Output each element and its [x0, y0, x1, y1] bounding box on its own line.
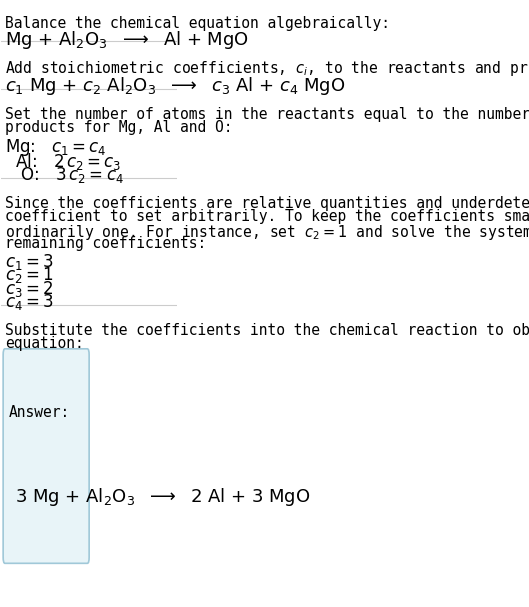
Text: remaining coefficients:: remaining coefficients:: [5, 236, 206, 251]
Text: $c_1 = 3$: $c_1 = 3$: [5, 252, 53, 272]
Text: equation:: equation:: [5, 336, 84, 351]
FancyBboxPatch shape: [3, 349, 89, 563]
Text: O:   $3\,c_2 = c_4$: O: $3\,c_2 = c_4$: [5, 165, 124, 185]
Text: coefficient to set arbitrarily. To keep the coefficients small, the arbitrary va: coefficient to set arbitrarily. To keep …: [5, 209, 529, 224]
Text: Mg + Al$_2$O$_3$  $\longrightarrow$  Al + MgO: Mg + Al$_2$O$_3$ $\longrightarrow$ Al + …: [5, 29, 249, 50]
Text: products for Mg, Al and O:: products for Mg, Al and O:: [5, 120, 232, 135]
Text: Since the coefficients are relative quantities and underdetermined, choose a: Since the coefficients are relative quan…: [5, 196, 529, 211]
Text: Mg:   $c_1 = c_4$: Mg: $c_1 = c_4$: [5, 137, 106, 158]
Text: ordinarily one. For instance, set $c_2 = 1$ and solve the system of equations fo: ordinarily one. For instance, set $c_2 =…: [5, 223, 529, 242]
Text: $c_3 = 2$: $c_3 = 2$: [5, 279, 53, 299]
Text: 3 Mg + Al$_2$O$_3$  $\longrightarrow$  2 Al + 3 MgO: 3 Mg + Al$_2$O$_3$ $\longrightarrow$ 2 A…: [15, 486, 311, 509]
Text: $c_1$ Mg + $c_2$ Al$_2$O$_3$  $\longrightarrow$  $c_3$ Al + $c_4$ MgO: $c_1$ Mg + $c_2$ Al$_2$O$_3$ $\longright…: [5, 75, 345, 97]
Text: Set the number of atoms in the reactants equal to the number of atoms in the: Set the number of atoms in the reactants…: [5, 107, 529, 122]
Text: $c_4 = 3$: $c_4 = 3$: [5, 292, 53, 312]
Text: Al:   $2\,c_2 = c_3$: Al: $2\,c_2 = c_3$: [5, 151, 121, 172]
Text: Add stoichiometric coefficients, $c_i$, to the reactants and products:: Add stoichiometric coefficients, $c_i$, …: [5, 59, 529, 78]
Text: $c_2 = 1$: $c_2 = 1$: [5, 265, 53, 285]
Text: Substitute the coefficients into the chemical reaction to obtain the balanced: Substitute the coefficients into the che…: [5, 323, 529, 338]
Text: Balance the chemical equation algebraically:: Balance the chemical equation algebraica…: [5, 16, 390, 32]
Text: Answer:: Answer:: [8, 405, 70, 421]
